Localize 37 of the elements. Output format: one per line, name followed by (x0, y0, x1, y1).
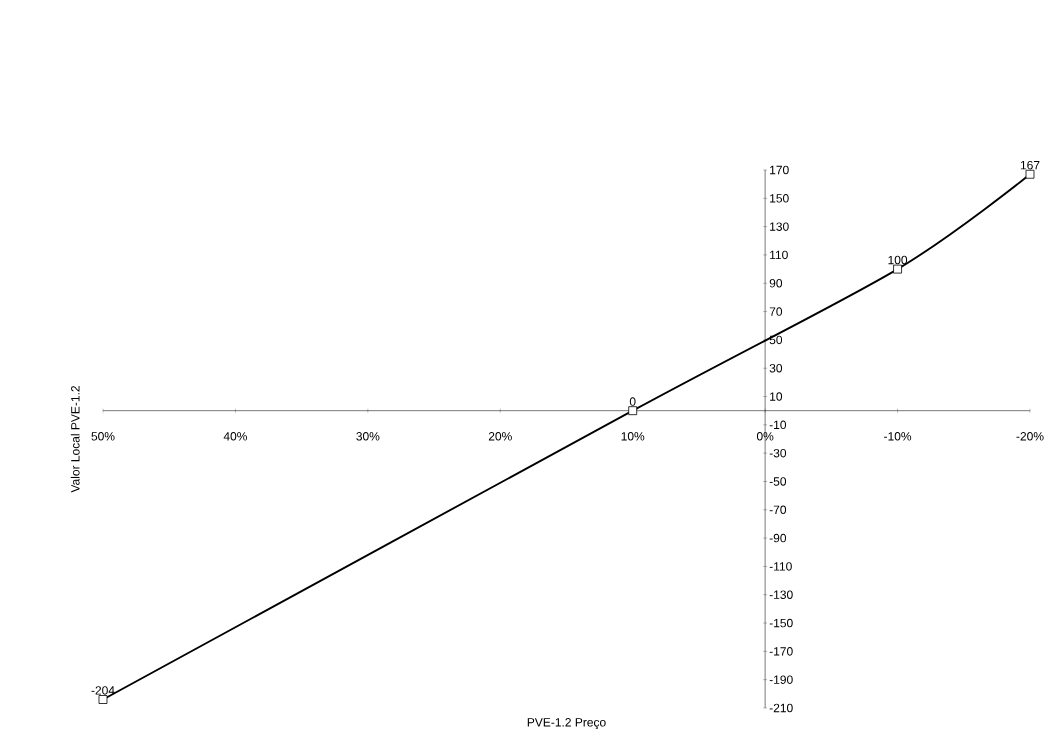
x-tick-label: 30% (356, 432, 380, 441)
data-label: 100 (888, 255, 908, 265)
y-axis-title: Valor Local PVE-1.2 (70, 386, 80, 493)
y-tick-label: -210 (769, 703, 793, 713)
x-tick-label: 10% (621, 432, 645, 441)
y-tick-label: -10 (769, 420, 787, 430)
y-tick-label: -90 (769, 533, 787, 543)
y-tick-label: -150 (769, 618, 793, 628)
data-label: -204 (91, 686, 115, 695)
point (628, 406, 638, 416)
x-tick-label: 20% (488, 432, 512, 441)
y-tick-label: -170 (769, 647, 793, 656)
y-tick-label: 10 (770, 392, 783, 401)
point (893, 264, 902, 274)
y-tick-label: 150 (770, 194, 789, 203)
x-tick-label: 0% (756, 432, 774, 441)
y-tick-label: -50 (769, 477, 787, 486)
y-tick-label: -70 (769, 505, 787, 515)
data-label: 0 (629, 397, 636, 406)
x-tick-label: 50% (91, 432, 115, 441)
y-tick-label: 110 (770, 250, 788, 260)
y-tick-label: 170 (770, 165, 789, 175)
y-tick-label: -110 (769, 562, 792, 571)
y-tick-label: -130 (769, 590, 793, 599)
y-tick-label: -190 (769, 675, 793, 684)
point (98, 695, 108, 704)
x-axis-title: PVE-1.2 Preço (527, 718, 606, 729)
y-tick-label: 90 (769, 279, 783, 288)
x-tick-label: -20% (1016, 432, 1044, 441)
y-tick-label: 30 (769, 363, 783, 373)
y-tick-label: -30 (769, 448, 787, 458)
point (1025, 169, 1035, 179)
x-tick-label: -10% (884, 432, 912, 441)
data-label: 167 (1020, 160, 1040, 170)
y-tick-label: 70 (769, 307, 783, 316)
y-tick-label: 130 (770, 222, 789, 231)
x-tick-label: 40% (223, 432, 247, 441)
